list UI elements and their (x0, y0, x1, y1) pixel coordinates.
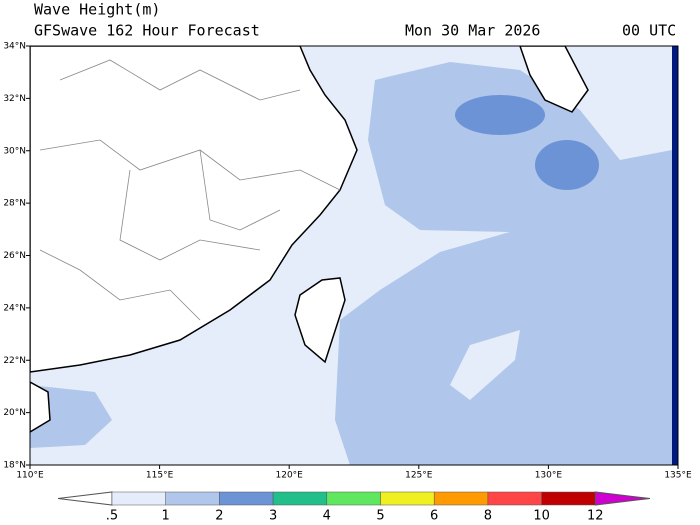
colorbar-swatch (541, 491, 596, 506)
colorbar-label: .5 (106, 509, 118, 524)
lat-label: 18°N (3, 461, 26, 471)
colorbar-label: 12 (587, 509, 604, 524)
edge-band (672, 46, 678, 465)
colorbar-swatch (433, 491, 489, 506)
time: 00 UTC (622, 22, 676, 40)
lon-label: 120°E (276, 471, 304, 481)
colorbar-swatch (219, 491, 274, 506)
sea-dark (455, 95, 545, 135)
sea-dark (535, 140, 599, 190)
colorbar-swatch (326, 491, 381, 506)
lon-label: 135°E (664, 471, 692, 481)
colorbar-label: 5 (376, 509, 384, 524)
colorbar-label: 4 (323, 509, 331, 524)
lat-label: 26°N (3, 251, 26, 261)
lat-label: 32°N (3, 94, 26, 104)
lat-label: 28°N (3, 199, 26, 209)
colorbar-swatch (111, 491, 166, 506)
lat-label: 34°N (3, 42, 26, 52)
lon-label: 115°E (146, 471, 174, 481)
kyushu (519, 46, 589, 113)
lat-label: 22°N (3, 356, 26, 366)
hainan (30, 381, 51, 433)
colorbar-swatch (487, 491, 542, 506)
province-borders (39, 59, 341, 321)
lon-label: 110°E (16, 471, 44, 481)
map (29, 45, 679, 466)
lat-label: 30°N (3, 146, 26, 156)
sea-light (450, 330, 520, 400)
axes: 18°N 20°N 22°N 24°N 26°N 28°N 30°N 32°N 34°N 110°… (3, 42, 692, 481)
colorbar-end (594, 491, 651, 506)
colorbar-label: 2 (215, 509, 223, 524)
title: Wave Height(m) (34, 1, 160, 19)
colorbar-label: 1 (162, 509, 170, 524)
colorbar-label: 6 (430, 509, 438, 524)
subtitle: GFSwave 162 Hour Forecast (34, 22, 260, 40)
colorbar-end (57, 491, 113, 506)
lon-label: 125°E (405, 471, 433, 481)
colorbar-swatch (272, 491, 328, 506)
taiwan (294, 277, 346, 364)
colorbar-label: 8 (484, 509, 492, 524)
lon-label: 130°E (535, 471, 563, 481)
colorbar-label: 10 (533, 509, 550, 524)
colorbar: .5 1 2 3 4 5 6 8 10 12 (57, 491, 651, 524)
sea-medium (30, 385, 112, 448)
lat-label: 24°N (3, 303, 26, 313)
colorbar-swatch (165, 491, 220, 506)
mainland (30, 46, 358, 373)
date: Mon 30 Mar 2026 (405, 22, 540, 40)
lat-label: 20°N (3, 408, 26, 418)
colorbar-swatch (380, 491, 435, 506)
colorbar-label: 3 (269, 509, 277, 524)
